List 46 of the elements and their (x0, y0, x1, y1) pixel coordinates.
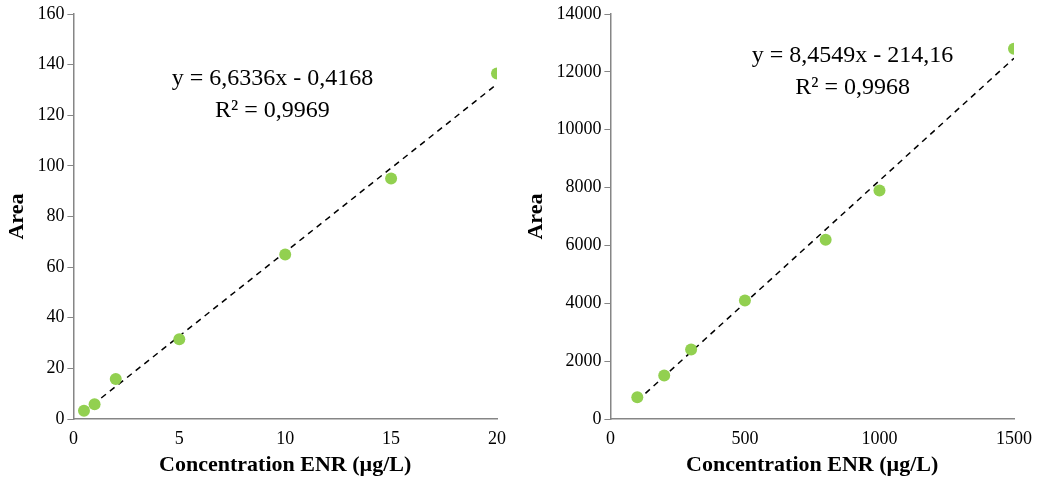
x-axis-title: Concentration ENR (µg/L) (159, 451, 412, 477)
y-tick-label: 10000 (556, 118, 602, 139)
y-tick-label: 14000 (556, 2, 602, 23)
x-tick-label: 15 (382, 427, 401, 448)
y-tick-label: 60 (46, 255, 65, 276)
y-tick-label: 100 (37, 154, 65, 175)
x-tick-label: 10 (276, 427, 295, 448)
y-tick-label: 2000 (565, 349, 602, 370)
y-tick-label: 6000 (565, 234, 602, 255)
y-tick-label: 20 (46, 357, 65, 378)
y-tick-label: 4000 (565, 292, 602, 313)
point (819, 233, 832, 246)
y-tick-label: 12000 (556, 60, 602, 81)
point (279, 248, 292, 261)
point (173, 333, 186, 346)
point (631, 391, 644, 404)
x-tick-label: 5 (174, 427, 184, 448)
point (685, 343, 698, 356)
annotation: R² = 0,9969 (215, 96, 330, 123)
x-tick-label: 20 (488, 427, 506, 448)
y-axis-title: Area (2, 193, 28, 240)
point (873, 184, 886, 197)
x-tick-label: 500 (731, 427, 759, 448)
point (88, 398, 101, 411)
y-tick-label: 80 (46, 205, 65, 226)
y-tick-label: 40 (46, 306, 65, 327)
annotation: y = 6,6336x - 0,4168 (171, 64, 374, 91)
y-tick-label: 140 (37, 53, 65, 74)
y-tick-label: 160 (37, 2, 65, 23)
point (385, 172, 398, 185)
x-axis-title: Concentration ENR (µg/L) (686, 451, 939, 477)
y-axis-title: Area (521, 193, 547, 240)
x-tick-label: 0 (605, 427, 615, 448)
point (109, 373, 122, 386)
annotation: y = 8,4549x - 214,16 (751, 41, 954, 68)
annotation: R² = 0,9968 (795, 73, 910, 100)
y-tick-label: 0 (55, 407, 65, 428)
y-tick-label: 8000 (565, 176, 602, 197)
point (738, 294, 751, 307)
y-tick-label: 0 (592, 407, 602, 428)
x-tick-label: 0 (68, 427, 78, 448)
point (658, 369, 671, 382)
x-tick-label: 1000 (861, 427, 898, 448)
x-tick-label: 1500 (996, 427, 1032, 448)
y-tick-label: 120 (37, 103, 65, 124)
point (77, 404, 90, 417)
